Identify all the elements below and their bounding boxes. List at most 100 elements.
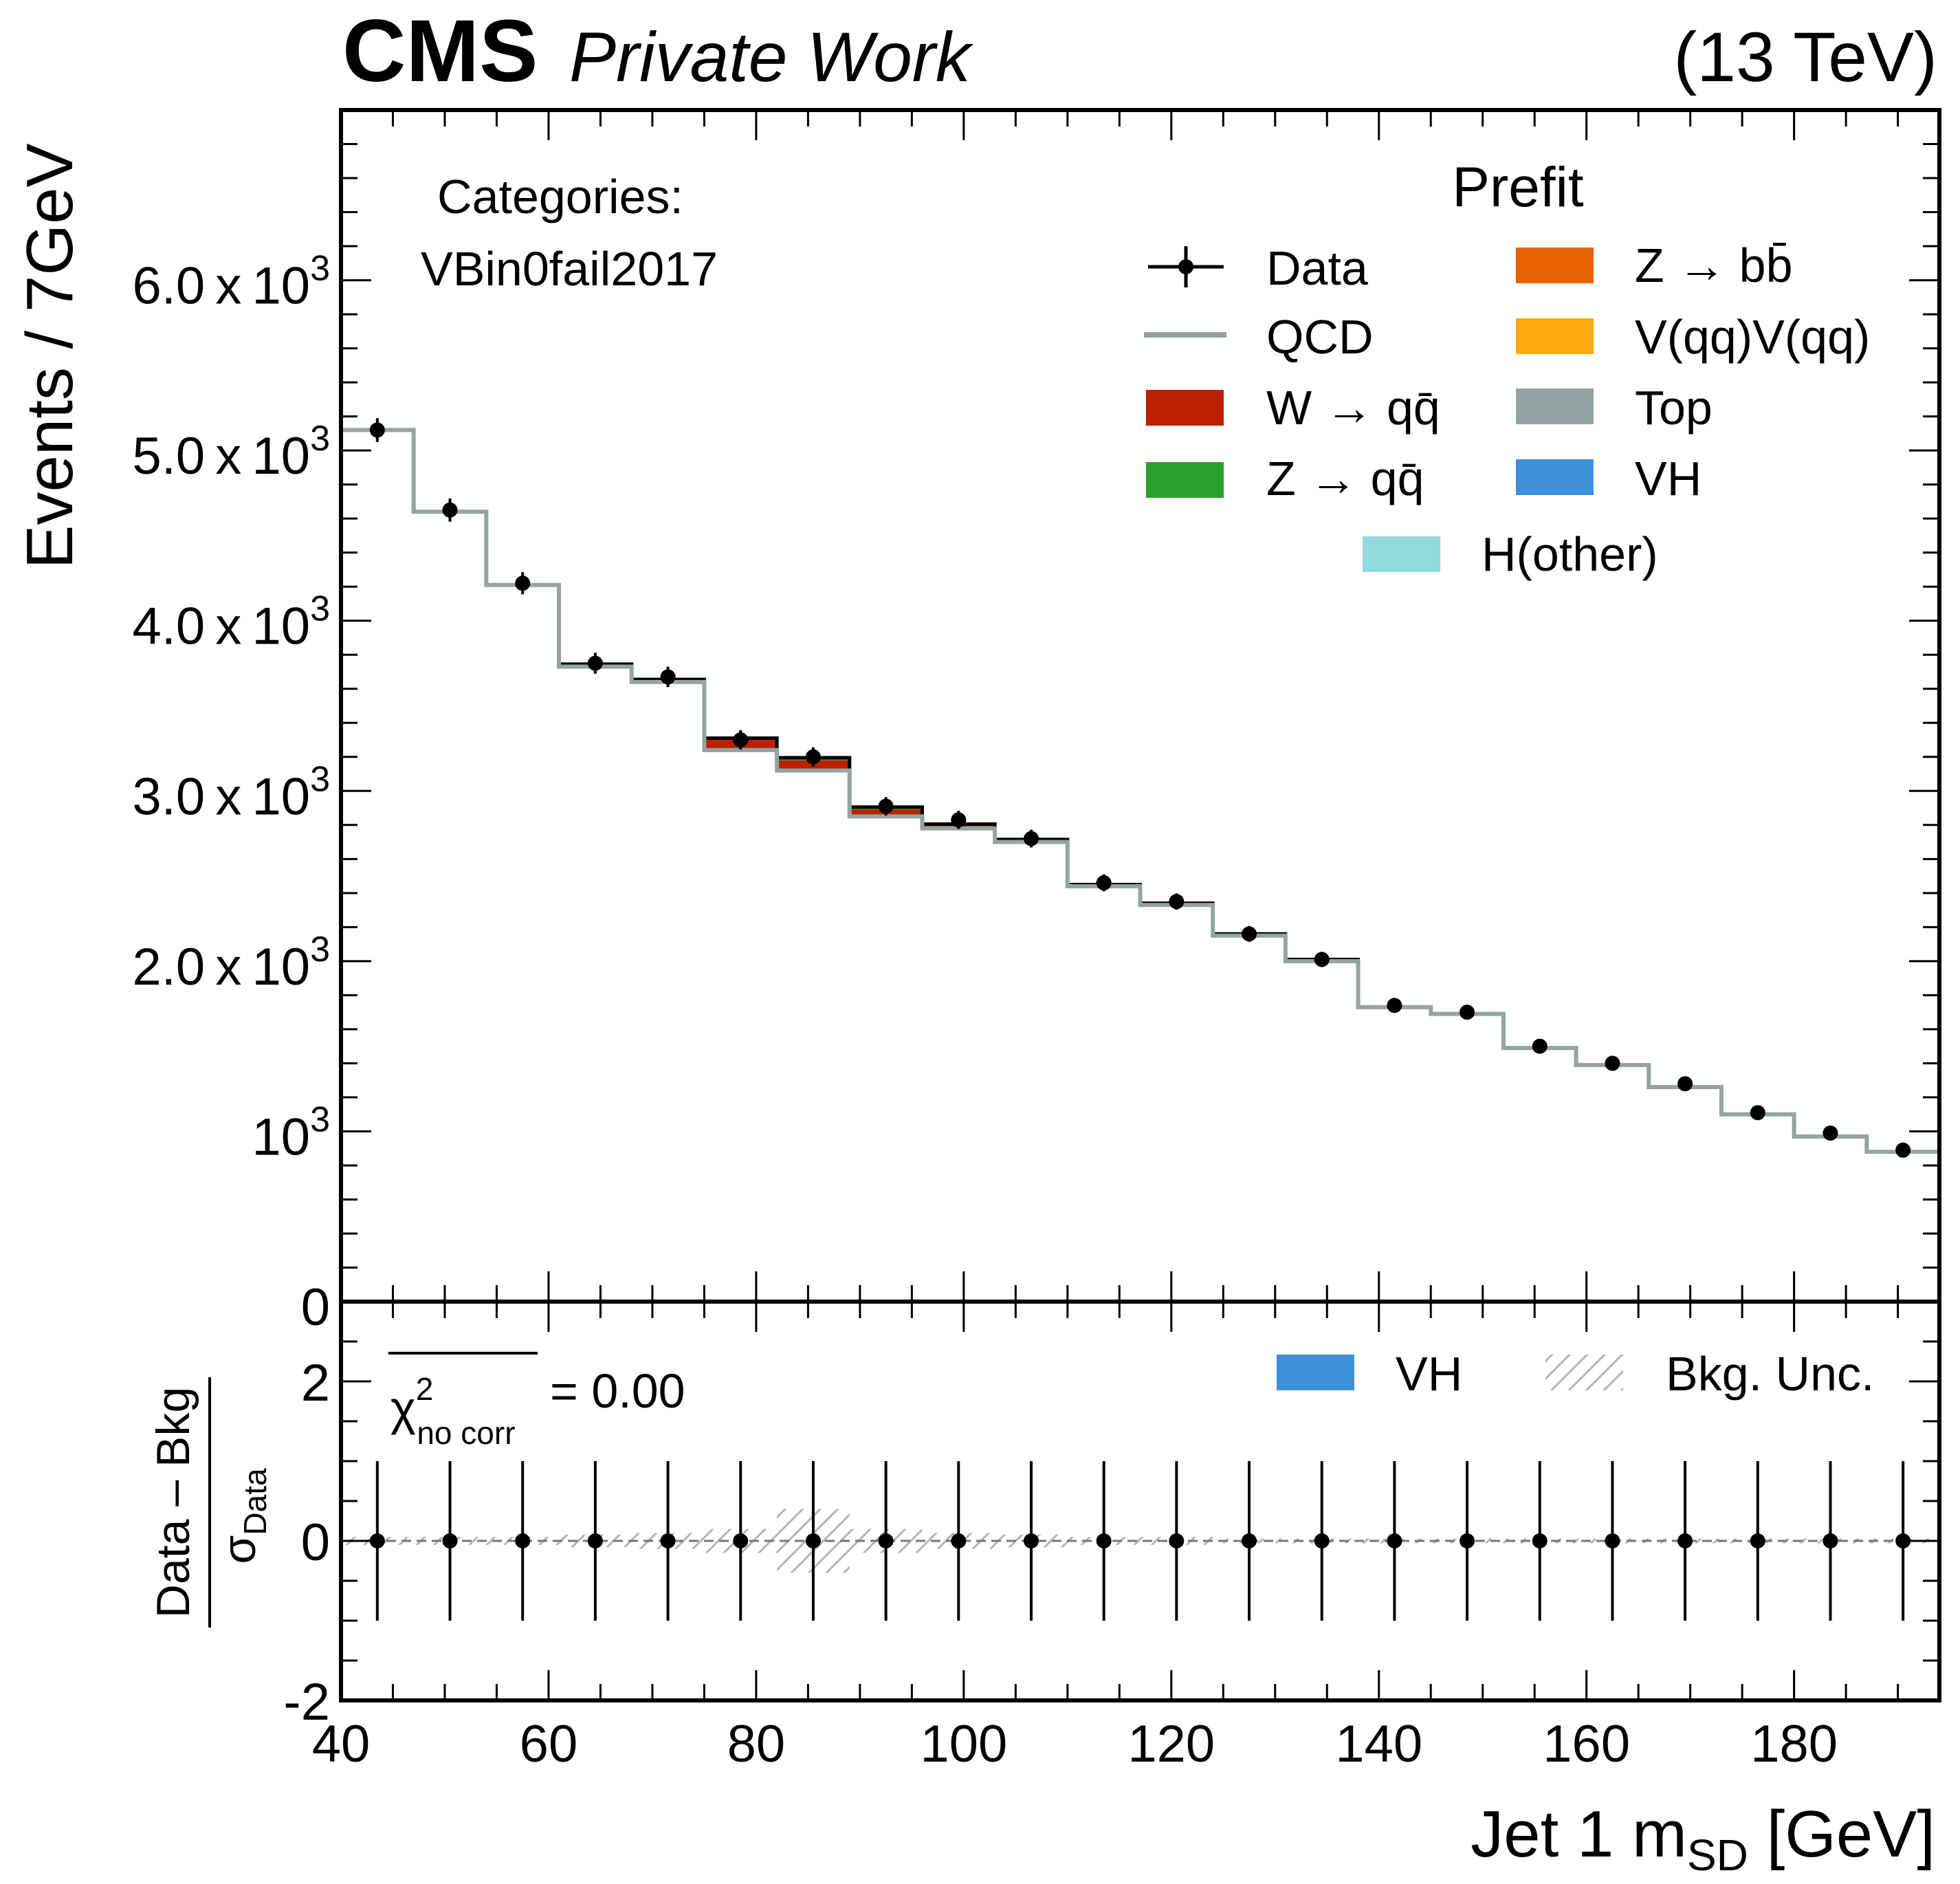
x-tick-label-6: 160	[1543, 1715, 1630, 1773]
private-work-label: Private Work	[569, 18, 974, 96]
data-point-13	[1314, 952, 1330, 967]
energy-label: (13 TeV)	[1673, 18, 1937, 96]
legend-swatch-top	[1516, 388, 1594, 424]
legend-swatch-vh	[1516, 459, 1594, 495]
x-axis-label: Jet 1 mSD [GeV]	[1471, 1797, 1935, 1880]
legend-label-wqq: W → qq̄	[1266, 381, 1440, 435]
ratio-point-5	[733, 1533, 749, 1548]
y-tick-label-4: 4.0 x 103	[132, 589, 330, 656]
data-point-16	[1532, 1038, 1548, 1054]
ratio-point-4	[660, 1533, 676, 1548]
main-legend: Prefit Data QCD W → qq̄ Z → qq̄ Z → bb̄ …	[1144, 156, 1870, 581]
ratio-point-7	[878, 1533, 894, 1548]
chi2-value: = 0.00	[550, 1364, 685, 1418]
category-title: Categories:	[437, 170, 683, 223]
y-axis-label: Events / 7GeV	[13, 144, 87, 569]
ratio-y-tick-label-2: 2	[301, 1354, 330, 1412]
data-point-15	[1460, 1005, 1475, 1020]
ratio-legend-vh-label: VH	[1396, 1347, 1462, 1401]
ratio-point-6	[805, 1533, 821, 1548]
data-point-12	[1242, 926, 1257, 942]
ratio-points	[369, 1461, 1911, 1621]
legend-data-marker	[1148, 246, 1224, 287]
y-tick-label-5: 5.0 x 103	[132, 419, 330, 485]
y-tick-label-1: 103	[252, 1099, 330, 1166]
data-point-14	[1387, 998, 1402, 1014]
ratio-point-13	[1314, 1533, 1330, 1548]
x-axis-label-main: Jet 1 m	[1471, 1797, 1687, 1871]
x-axis-label-unit: [GeV]	[1748, 1797, 1935, 1871]
data-points	[369, 418, 1911, 1158]
legend-swatch-zbb	[1516, 248, 1594, 283]
chi2-symbol: χ	[390, 1381, 416, 1435]
data-point-20	[1823, 1125, 1838, 1141]
ratio-point-21	[1895, 1533, 1911, 1548]
legend-label-hother: H(other)	[1482, 527, 1658, 581]
ratio-point-15	[1460, 1533, 1475, 1548]
x-tick-label-3: 100	[920, 1715, 1007, 1773]
legend-swatch-wqq	[1146, 390, 1224, 426]
legend-label-zqq: Z → qq̄	[1266, 452, 1424, 505]
ratio-point-20	[1823, 1533, 1838, 1548]
y-tick-label-6: 6.0 x 103	[132, 249, 330, 316]
data-point-17	[1605, 1055, 1620, 1071]
ratio-ylabel-numerator: Data – Bkg	[147, 1387, 199, 1618]
data-point-4	[660, 669, 676, 685]
data-point-21	[1895, 1142, 1911, 1158]
total-bkg-outline	[341, 428, 1939, 1154]
ratio-point-2	[515, 1533, 531, 1548]
ratio-point-17	[1605, 1533, 1620, 1548]
x-axis-label-sub: SD	[1687, 1830, 1748, 1880]
legend-label-vv: V(qq)V(qq)	[1635, 310, 1870, 364]
x-tick-label-4: 120	[1127, 1715, 1215, 1773]
ratio-point-8	[951, 1533, 967, 1548]
ratio-ylabel-sigma-sub: Data	[237, 1468, 273, 1535]
ratio-point-16	[1532, 1533, 1548, 1548]
legend-label-data: Data	[1266, 241, 1368, 295]
ratio-point-1	[442, 1533, 458, 1548]
legend-swatch-vv	[1516, 318, 1594, 354]
data-point-7	[878, 798, 894, 814]
data-point-6	[805, 749, 821, 765]
ratio-legend-unc-swatch	[1545, 1355, 1623, 1390]
y-tick-label-0: 0	[301, 1278, 330, 1337]
ratio-ylabel-denominator: σData	[213, 1468, 273, 1564]
ratio-panel-frame	[339, 1300, 1941, 1702]
legend-label-top: Top	[1635, 381, 1713, 435]
chi2-label: χ2 no corr	[390, 1371, 516, 1451]
ratio-point-19	[1750, 1533, 1765, 1548]
x-tick-label-0: 40	[312, 1715, 371, 1773]
ratio-point-0	[369, 1533, 385, 1548]
ratio-legend-unc-label: Bkg. Unc.	[1666, 1347, 1874, 1401]
y-tick-label-2: 2.0 x 103	[132, 930, 330, 996]
qcd-line	[341, 428, 1939, 1154]
ratio-y-tick-label-1: 0	[301, 1513, 330, 1572]
data-point-9	[1023, 831, 1039, 846]
x-tick-label-5: 140	[1335, 1715, 1422, 1773]
data-point-8	[951, 812, 967, 828]
legend-label-qcd: QCD	[1266, 310, 1374, 364]
legend-swatch-hother	[1363, 536, 1440, 572]
data-point-1	[442, 502, 458, 518]
ratio-point-3	[587, 1533, 603, 1548]
ratio-point-9	[1023, 1533, 1039, 1548]
legend-label-vh: VH	[1635, 452, 1702, 505]
data-point-0	[369, 422, 385, 438]
data-point-19	[1750, 1105, 1765, 1121]
cms-label: CMS	[342, 2, 538, 100]
ratio-point-18	[1677, 1533, 1693, 1548]
data-point-18	[1677, 1076, 1693, 1092]
bkg-uncertainty-band	[341, 1509, 1939, 1573]
legend-swatch-zqq	[1146, 462, 1224, 498]
x-tick-label-1: 60	[520, 1715, 578, 1773]
category-name: VBin0fail2017	[421, 242, 718, 296]
data-point-11	[1169, 894, 1185, 910]
stacked-histogram	[341, 428, 1939, 1154]
x-tick-label-2: 80	[727, 1715, 786, 1773]
ratio-ylabel-sigma: σ	[213, 1535, 265, 1564]
legend-title: Prefit	[1452, 156, 1584, 219]
chi2-sup: 2	[416, 1371, 434, 1407]
main-axis-ticks	[340, 109, 1939, 1303]
data-point-10	[1096, 875, 1112, 890]
